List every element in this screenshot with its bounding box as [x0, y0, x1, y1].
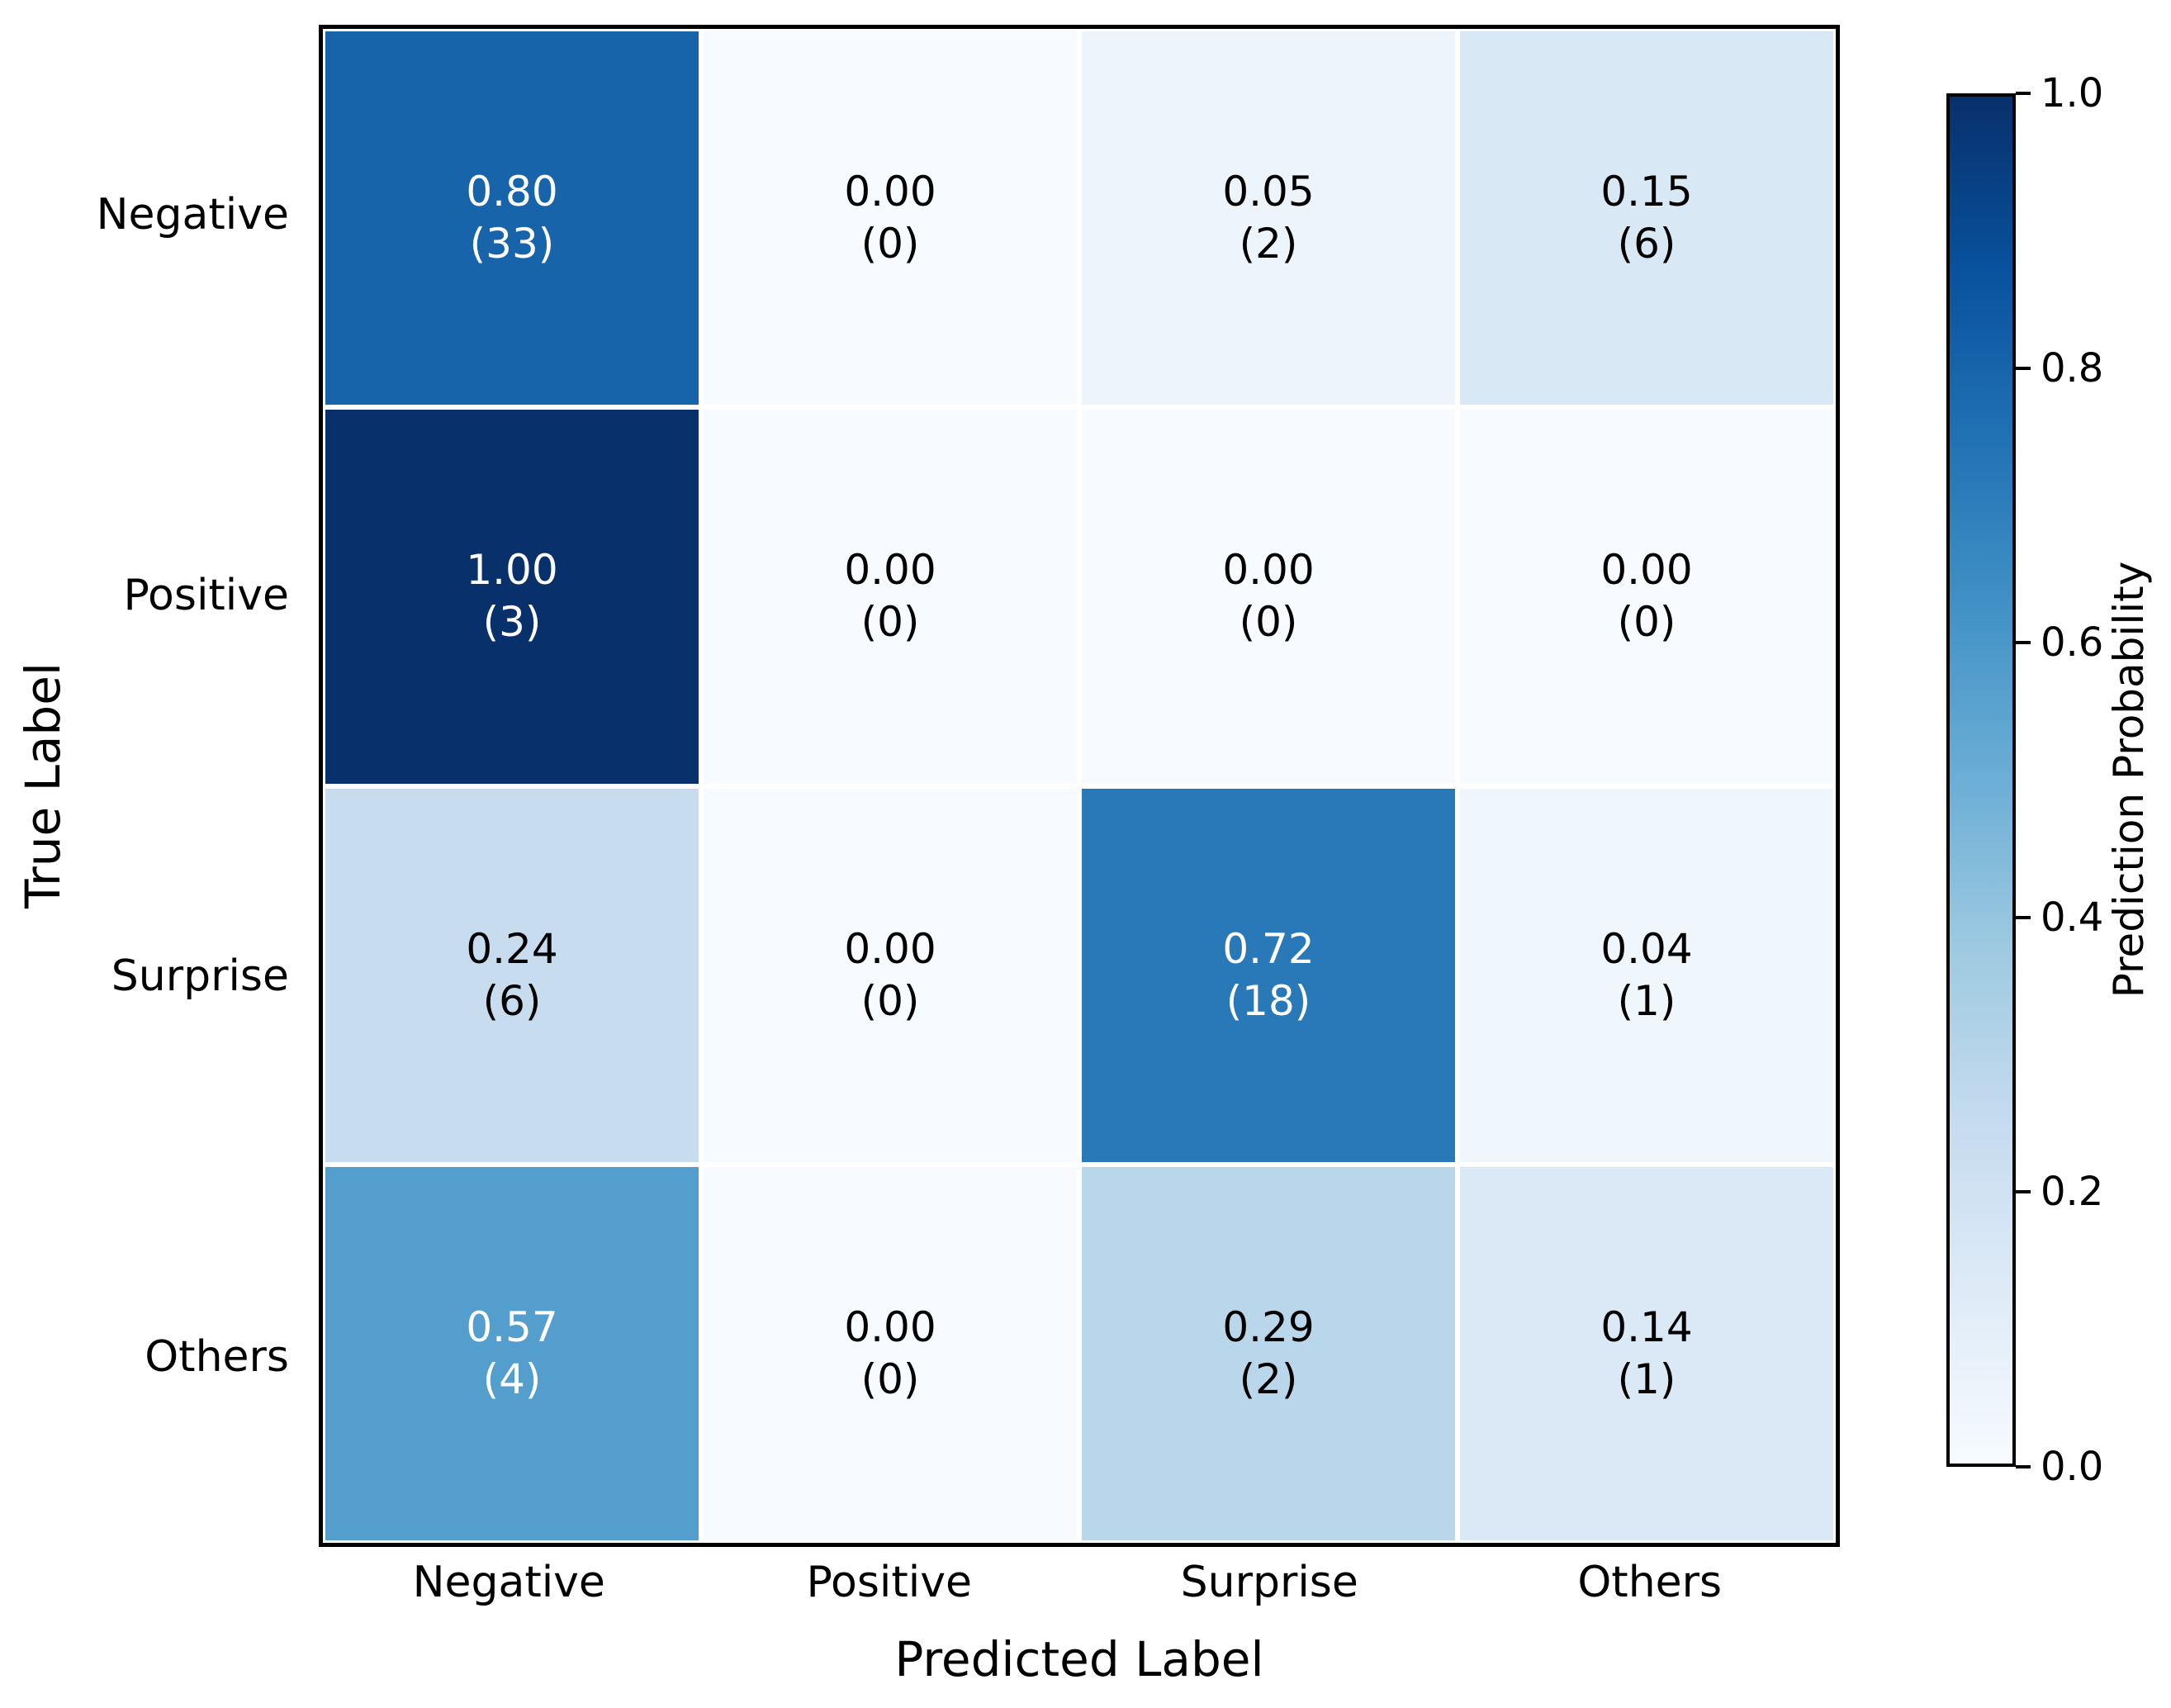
- colorbar-tick-label: 0.2: [2041, 1169, 2104, 1216]
- y-tick-label: Negative: [96, 190, 289, 240]
- cell-count: (0): [1239, 598, 1298, 647]
- cell-count: (6): [482, 976, 542, 1025]
- cell-probability: 0.04: [1600, 924, 1693, 973]
- cell-probability: 0.24: [466, 924, 558, 973]
- cell-probability: 0.00: [1600, 546, 1693, 595]
- heatmap-cell: 0.00 (0): [1460, 410, 1833, 784]
- x-tick-label: Positive: [806, 1558, 972, 1607]
- cell-count: (6): [1617, 220, 1676, 268]
- cell-count: (0): [860, 976, 920, 1025]
- heatmap-cell: 0.00 (0): [1082, 410, 1455, 784]
- colorbar-ticks: 1.0 0.8 0.6 0.4 0.2 0.0: [2016, 70, 2148, 1490]
- heatmap-cell: 0.14 (1): [1460, 1166, 1833, 1540]
- heatmap-cell: 0.00 (0): [704, 788, 1077, 1162]
- heatmap-grid: 0.80 (33) 0.00 (0) 0.05 (2) 0.15 (6) 1.00 (3) 0.00…: [325, 31, 1833, 1540]
- cell-probability: 0.00: [1222, 546, 1315, 595]
- heatmap-cell: 0.05 (2): [1082, 31, 1455, 406]
- cell-count: (2): [1239, 220, 1298, 268]
- heatmap-cell: 0.80 (33): [325, 31, 699, 406]
- cell-count: (0): [860, 1355, 920, 1403]
- heatmap-cell: 0.29 (2): [1082, 1166, 1455, 1540]
- cell-count: (0): [860, 220, 920, 268]
- cell-count: (18): [1225, 976, 1311, 1025]
- y-tick-label: Others: [145, 1331, 289, 1382]
- colorbar-tick-label: 0.8: [2041, 344, 2104, 391]
- cell-probability: 0.80: [466, 168, 558, 216]
- colorbar-tick: 0.2: [2016, 1169, 2103, 1215]
- x-tick-label: Surprise: [1180, 1558, 1358, 1607]
- colorbar-tick: 1.0: [2016, 70, 2103, 116]
- heatmap-plot-area: 0.80 (33) 0.00 (0) 0.05 (2) 0.15 (6) 1.00 (3) 0.00…: [319, 25, 1840, 1547]
- x-axis-tick-labels: Negative Positive Surprise Others: [319, 1553, 1840, 1612]
- x-axis-title-wrap: Predicted Label: [319, 1631, 1840, 1687]
- cell-count: (33): [469, 220, 555, 268]
- cell-count: (0): [1617, 598, 1676, 647]
- colorbar-tick-mark: [2016, 92, 2031, 95]
- colorbar-tick-mark: [2016, 641, 2031, 645]
- heatmap-cell: 0.57 (4): [325, 1166, 699, 1540]
- y-axis-tick-labels: Negative Positive Surprise Others: [0, 25, 304, 1547]
- cell-probability: 0.29: [1222, 1302, 1315, 1351]
- heatmap-cell: 0.00 (0): [704, 1166, 1077, 1540]
- x-tick-label: Negative: [412, 1558, 605, 1607]
- cell-count: (2): [1239, 1355, 1298, 1403]
- colorbar-tick-mark: [2016, 915, 2031, 919]
- colorbar-tick: 0.8: [2016, 345, 2103, 391]
- heatmap-cell: 0.72 (18): [1082, 788, 1455, 1162]
- colorbar-tick-label: 0.0: [2041, 1444, 2104, 1490]
- cell-count: (4): [482, 1355, 542, 1403]
- x-tick-label: Others: [1577, 1558, 1723, 1607]
- cell-probability: 0.57: [466, 1302, 558, 1351]
- colorbar-gradient: [1946, 93, 2016, 1467]
- colorbar-tick-mark: [2016, 1190, 2031, 1194]
- cell-count: (0): [860, 598, 920, 647]
- cell-probability: 0.14: [1600, 1302, 1693, 1351]
- colorbar-tick-mark: [2016, 366, 2031, 370]
- colorbar-tick-label: 1.0: [2041, 70, 2104, 116]
- cell-probability: 0.00: [844, 1302, 936, 1351]
- heatmap-cell: 0.00 (0): [704, 31, 1077, 406]
- colorbar-tick: 0.0: [2016, 1444, 2103, 1490]
- colorbar-tick: 0.4: [2016, 894, 2103, 941]
- colorbar-title: Prediction Probability: [2105, 561, 2153, 999]
- cell-probability: 0.00: [844, 168, 936, 216]
- heatmap-cell: 0.24 (6): [325, 788, 699, 1162]
- colorbar-tick-mark: [2016, 1465, 2031, 1468]
- cell-probability: 0.72: [1222, 924, 1315, 973]
- colorbar-tick: 0.6: [2016, 619, 2103, 666]
- heatmap-cell: 0.00 (0): [704, 410, 1077, 784]
- cell-count: (1): [1617, 976, 1676, 1025]
- heatmap-cell: 1.00 (3): [325, 410, 699, 784]
- y-tick-label: Positive: [123, 571, 289, 621]
- heatmap-cell: 0.15 (6): [1460, 31, 1833, 406]
- cell-count: (3): [482, 598, 542, 647]
- cell-probability: 0.00: [844, 546, 936, 595]
- colorbar-tick-label: 0.4: [2041, 894, 2104, 941]
- y-tick-label: Surprise: [111, 951, 289, 1001]
- cell-probability: 0.05: [1222, 168, 1315, 216]
- cell-probability: 1.00: [466, 546, 558, 595]
- cell-count: (1): [1617, 1355, 1676, 1403]
- cell-probability: 0.15: [1600, 168, 1693, 216]
- colorbar-tick-label: 0.6: [2041, 619, 2104, 667]
- cell-probability: 0.00: [844, 924, 936, 973]
- x-axis-title: Predicted Label: [894, 1631, 1264, 1687]
- heatmap-cell: 0.04 (1): [1460, 788, 1833, 1162]
